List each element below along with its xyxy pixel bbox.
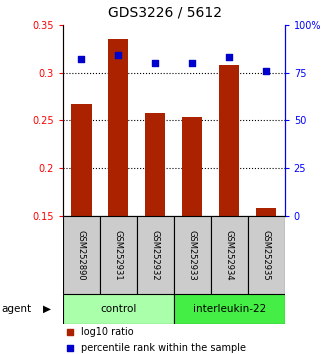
Bar (219, 65, 239, 216)
Point (263, 68, 269, 74)
Bar (182, 116, 203, 216)
Text: GSM252934: GSM252934 (225, 229, 234, 280)
Point (190, 60, 195, 66)
Point (79, 56, 84, 62)
Text: GDS3226 / 5612: GDS3226 / 5612 (109, 5, 222, 19)
Text: GSM252932: GSM252932 (151, 229, 160, 280)
Point (227, 55, 232, 60)
Bar (63, 216, 100, 294)
Bar (211, 216, 248, 294)
Bar (108, 39, 128, 216)
Point (153, 60, 158, 66)
Point (67, 345, 72, 351)
Text: agent: agent (2, 304, 32, 314)
Text: percentile rank within the sample: percentile rank within the sample (81, 343, 246, 353)
Text: GSM252890: GSM252890 (77, 229, 86, 280)
Bar (63, 294, 174, 324)
Bar (71, 104, 92, 216)
Bar (174, 216, 211, 294)
Text: GSM252935: GSM252935 (262, 229, 271, 280)
Text: GSM252931: GSM252931 (114, 229, 123, 280)
Text: ▶: ▶ (43, 304, 51, 314)
Bar (137, 216, 174, 294)
Bar (248, 216, 285, 294)
Bar (145, 113, 166, 216)
Bar (174, 294, 285, 324)
Text: interleukin-22: interleukin-22 (193, 304, 266, 314)
Text: GSM252933: GSM252933 (188, 229, 197, 280)
Text: control: control (100, 304, 136, 314)
Bar (100, 216, 137, 294)
Point (116, 52, 121, 58)
Text: log10 ratio: log10 ratio (81, 327, 133, 337)
Point (67, 329, 72, 335)
Bar (256, 208, 276, 216)
